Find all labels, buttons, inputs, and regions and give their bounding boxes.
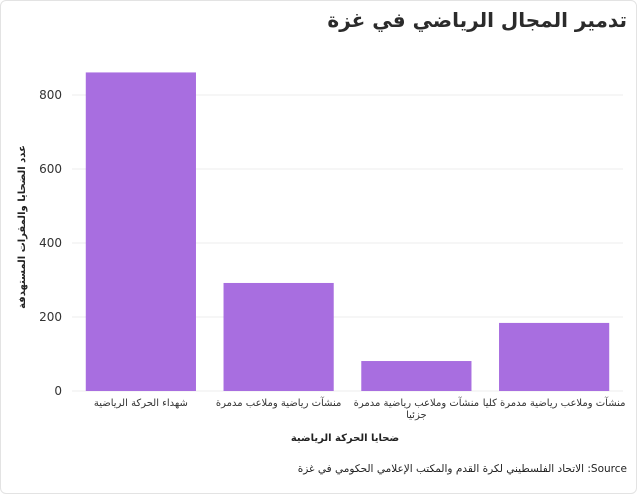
bar[interactable] [499,322,610,391]
x-tick-label: منشآت وملاعب رياضية مدمرة [354,396,479,409]
y-axis-title: عدد الضحايا والمقرات المستهدفة [17,145,28,309]
y-axis-ticks: 0 200 400 600 800 [39,88,62,398]
bar[interactable] [223,282,334,391]
x-tick-label: شهداء الحركة الرياضية [94,398,188,409]
y-tick-label: 400 [39,236,62,250]
bar[interactable] [85,72,196,392]
y-tick-label: 200 [39,310,62,324]
y-tick-label: 0 [54,384,62,398]
source-note: Source: الاتحاد الفلسطيني لكرة القدم وال… [297,463,627,475]
x-tick-label: منشآت رياضية وملاعب مدمرة [216,396,341,409]
chart-title: تدمير المجال الرياضي في غزة [327,8,627,32]
y-tick-label: 600 [39,162,62,176]
x-axis-title: ضحايا الحركة الرياضية [291,433,399,444]
x-axis-labels: شهداء الحركة الرياضية منشآت رياضية وملاعب… [94,396,626,421]
y-tick-label: 800 [39,88,62,102]
x-tick-label: منشآت وملاعب رياضية مدمرة كليا [483,396,626,409]
x-tick-label: جزئيا [406,410,427,421]
bars [85,72,610,392]
bar[interactable] [361,361,472,391]
